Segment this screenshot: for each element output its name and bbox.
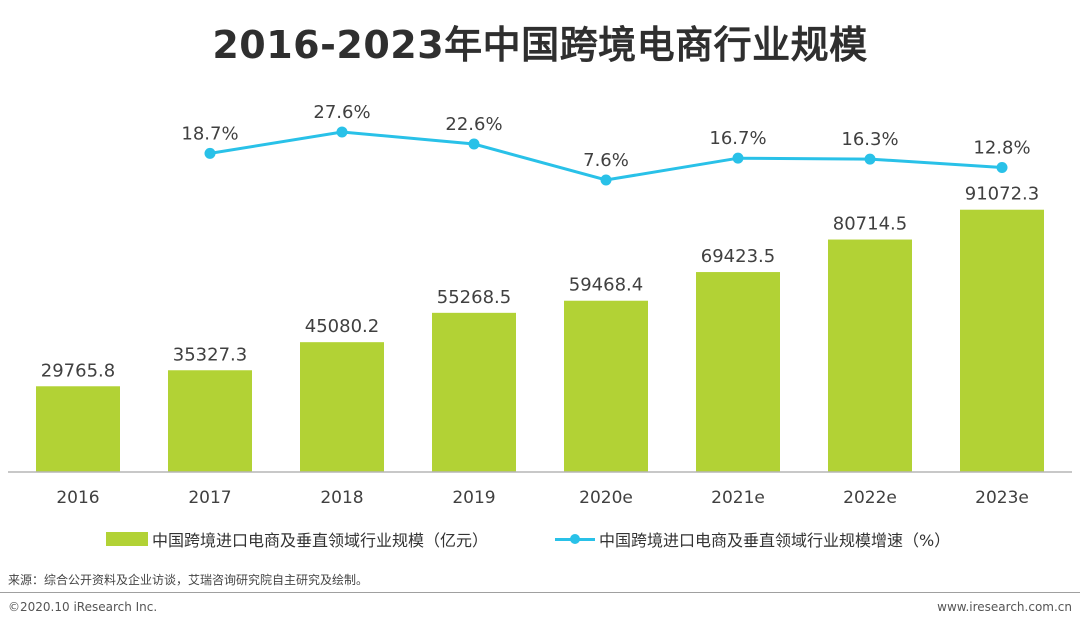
bar-2018 <box>300 342 384 472</box>
bar-value-label-2016: 29765.8 <box>41 360 115 381</box>
bar-value-label-2017: 35327.3 <box>173 344 247 365</box>
growth-point-2023e <box>996 162 1008 174</box>
legend-item-line: 中国跨境进口电商及垂直领域行业规模增速（%） <box>555 527 950 551</box>
legend: 中国跨境进口电商及垂直领域行业规模（亿元） 中国跨境进口电商及垂直领域行业规模增… <box>0 527 1080 551</box>
bar-2022e <box>828 239 912 472</box>
growth-point-2022e <box>864 153 876 165</box>
growth-point-2018 <box>336 126 348 138</box>
growth-label-2019: 22.6% <box>445 114 502 135</box>
growth-label-2023e: 12.8% <box>973 138 1030 159</box>
x-tick-label-2016: 2016 <box>56 488 99 508</box>
bar-value-label-2018: 45080.2 <box>305 316 379 337</box>
growth-label-2017: 18.7% <box>181 123 238 144</box>
x-tick-label-2018: 2018 <box>320 488 363 508</box>
footer-divider <box>0 592 1080 593</box>
x-tick-label-2019: 2019 <box>452 488 495 508</box>
growth-point-2020e <box>600 174 612 186</box>
x-tick-label-2023e: 2023e <box>975 488 1029 508</box>
legend-bar-label: 中国跨境进口电商及垂直领域行业规模（亿元） <box>152 531 489 550</box>
legend-line-swatch <box>555 532 595 546</box>
bar-2016 <box>36 386 120 472</box>
bar-2021e <box>696 272 780 472</box>
bar-value-label-2021e: 69423.5 <box>701 246 775 267</box>
bar-2019 <box>432 312 516 472</box>
bar-2017 <box>168 370 252 472</box>
legend-line-label: 中国跨境进口电商及垂直领域行业规模增速（%） <box>599 531 951 550</box>
bar-value-label-2022e: 80714.5 <box>833 214 907 235</box>
growth-point-2021e <box>732 152 744 164</box>
bar-2023e <box>960 209 1044 472</box>
bar-value-label-2020e: 59468.4 <box>569 275 643 296</box>
x-tick-label-2022e: 2022e <box>843 488 897 508</box>
source-note: 来源：综合公开资料及企业访谈，艾瑞咨询研究院自主研究及绘制。 <box>8 573 369 587</box>
growth-point-2019 <box>468 138 480 150</box>
growth-label-2020e: 7.6% <box>583 150 629 171</box>
chart-title: 2016-2023年中国跨境电商行业规模 <box>212 23 868 67</box>
website-text: www.iresearch.com.cn <box>937 600 1072 614</box>
bar-2020e <box>564 300 648 472</box>
legend-item-bar: 中国跨境进口电商及垂直领域行业规模（亿元） <box>106 527 488 551</box>
growth-label-2022e: 16.3% <box>841 129 898 150</box>
growth-label-2018: 27.6% <box>313 102 370 123</box>
copyright-text: ©2020.10 iResearch Inc. <box>8 600 158 614</box>
bar-line-chart: 29765.8 2016 35327.3 2017 45080.2 2018 55268.5… <box>8 102 1072 508</box>
x-tick-label-2021e: 2021e <box>711 488 765 508</box>
growth-label-2021e: 16.7% <box>709 128 766 149</box>
x-tick-label-2020e: 2020e <box>579 488 633 508</box>
legend-bar-swatch <box>106 532 148 546</box>
x-tick-label-2017: 2017 <box>188 488 231 508</box>
bar-value-label-2023e: 91072.3 <box>965 184 1039 205</box>
growth-point-2017 <box>204 147 216 159</box>
bar-value-label-2019: 55268.5 <box>437 287 511 308</box>
